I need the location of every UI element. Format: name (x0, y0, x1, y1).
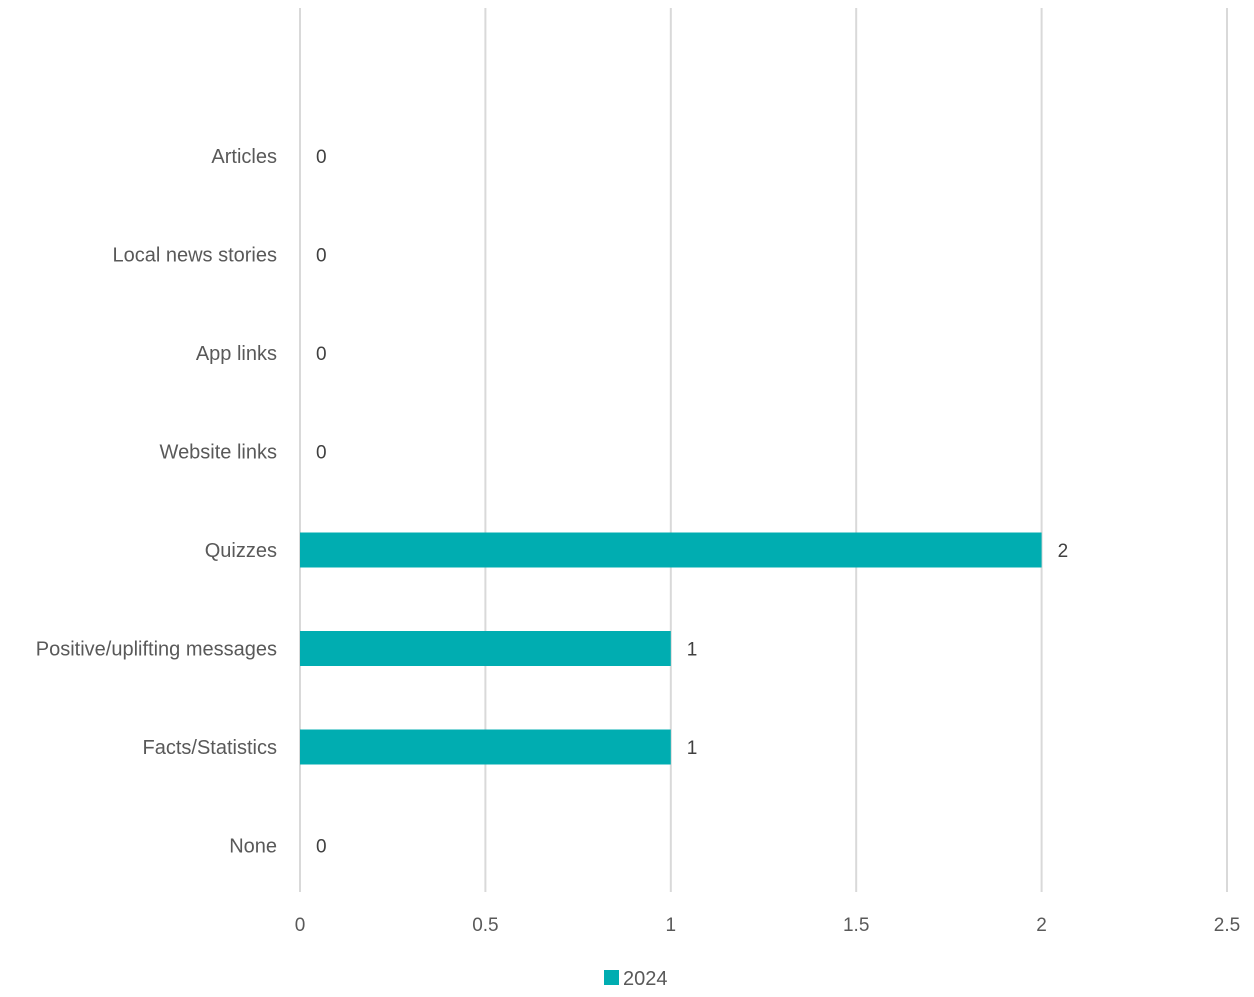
x-axis-tick-labels: 0 0.5 1 1.5 2 2.5 (295, 915, 1241, 936)
category-label: Website links (160, 442, 277, 464)
data-label: 1 (687, 738, 698, 759)
data-label: 0 (316, 246, 327, 267)
legend: 2024 (604, 968, 668, 990)
x-tick-label: 1 (666, 915, 677, 936)
data-label: 0 (316, 344, 327, 365)
data-label: 0 (316, 147, 327, 168)
x-tick-label: 2 (1036, 915, 1047, 936)
category-labels: Articles Local news stories App links Websi… (36, 146, 277, 858)
x-tick-label: 0.5 (472, 915, 498, 936)
category-label: Facts/Statistics (143, 737, 277, 759)
x-tick-label: 1.5 (843, 915, 869, 936)
category-label: App links (196, 343, 277, 365)
bar (300, 729, 671, 765)
legend-label-2024: 2024 (623, 968, 668, 990)
category-label: Local news stories (112, 245, 277, 267)
category-label: Articles (211, 146, 277, 168)
data-label: 1 (687, 640, 698, 661)
category-label: Positive/uplifting messages (36, 639, 277, 661)
data-label: 2 (1058, 541, 1069, 562)
data-label: 0 (316, 837, 327, 858)
data-label: 0 (316, 443, 327, 464)
bars (300, 532, 1042, 765)
bar (300, 532, 1042, 568)
legend-swatch-2024 (604, 970, 619, 985)
bar (300, 631, 671, 666)
category-label: Quizzes (205, 540, 277, 562)
category-label: None (229, 836, 277, 858)
x-tick-label: 2.5 (1214, 915, 1240, 936)
data-labels: 0 0 0 0 2 1 1 0 (316, 147, 1068, 858)
x-tick-label: 0 (295, 915, 306, 936)
